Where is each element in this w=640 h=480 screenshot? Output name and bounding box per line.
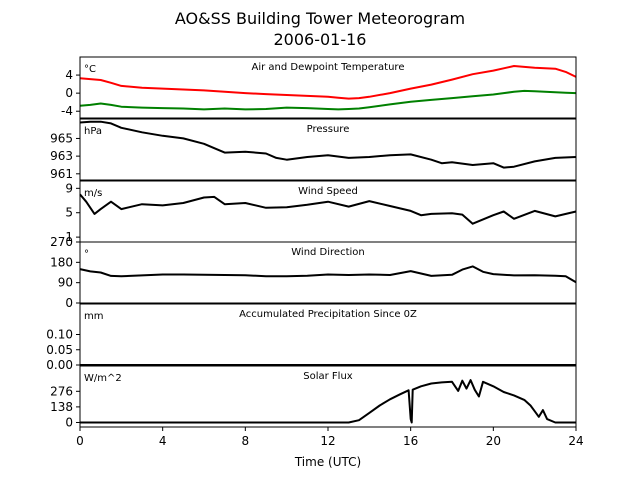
panel-title: Accumulated Precipitation Since 0Z — [239, 309, 417, 320]
x-tick-label: 0 — [76, 434, 84, 448]
panel-title: Pressure — [307, 124, 350, 135]
y-tick-label: 138 — [50, 400, 73, 414]
panel-title: Wind Direction — [291, 247, 365, 258]
series-line-1-1 — [79, 65, 577, 100]
unit-label: mm — [84, 311, 103, 322]
y-tick-label: 0.00 — [46, 358, 73, 372]
y-tick-label: 0.10 — [46, 328, 73, 342]
panel-title: Air and Dewpoint Temperature — [252, 62, 405, 73]
x-tick-label: 24 — [568, 434, 583, 448]
panel-title: Wind Speed — [298, 186, 358, 197]
series-line-1-2 — [79, 89, 577, 111]
x-axis-label: Time (UTC) — [294, 455, 361, 469]
panels: 4 0 -4 °C Air and Dewpoint Temperature 965 963… — [46, 56, 584, 448]
panel-2: 965 963 961 hPa Pressure — [50, 118, 577, 181]
y-tick-label: 965 — [50, 131, 73, 145]
y-tick-label: -4 — [61, 104, 73, 118]
panel-frame — [79, 118, 577, 181]
x-tick-label: 12 — [320, 434, 335, 448]
y-tick-label: 276 — [50, 384, 73, 398]
y-tick-label: 270 — [50, 235, 73, 249]
unit-label: m/s — [84, 188, 102, 199]
figure-subtitle: 2006-01-16 — [274, 30, 367, 49]
x-tick-label: 8 — [242, 434, 250, 448]
series-line-2-1 — [79, 120, 577, 169]
panel-frame — [79, 56, 577, 119]
unit-label: hPa — [84, 126, 102, 137]
y-tick-label: 180 — [50, 255, 73, 269]
y-tick-label: 0 — [65, 86, 73, 100]
panel-frame — [79, 241, 577, 304]
figure-title: AO&SS Building Tower Meteorogram — [175, 9, 465, 28]
panel-4: 270 180 90 0 ° Wind Direction — [50, 235, 577, 310]
y-tick-label: 963 — [50, 149, 73, 163]
panel-1: 4 0 -4 °C Air and Dewpoint Temperature — [61, 56, 577, 119]
unit-label: W/m^2 — [84, 373, 122, 384]
y-tick-label: 90 — [58, 276, 73, 290]
unit-label: ° — [84, 249, 89, 260]
y-tick-label: 4 — [65, 68, 73, 82]
y-tick-label: 0 — [65, 296, 73, 310]
panel-5: 0.100.050.00 mm Accumulated Precipitation … — [46, 303, 577, 372]
y-tick-label: 0.05 — [46, 343, 73, 357]
x-tick-label: 20 — [486, 434, 501, 448]
y-tick-label: 0 — [65, 415, 73, 429]
panel-3: 9 5 1 m/s Wind Speed — [65, 180, 577, 244]
panel-title: Solar Flux — [303, 371, 353, 382]
y-tick-label: 5 — [65, 206, 73, 220]
y-tick-label: 9 — [65, 181, 73, 195]
y-tick-label: 961 — [50, 167, 73, 181]
y-tick-label: 1 — [65, 230, 73, 244]
unit-label: °C — [84, 64, 96, 75]
series-line-6-1 — [80, 379, 576, 424]
series-line-4-1 — [79, 265, 577, 284]
series-line-3-1 — [79, 193, 577, 225]
x-tick-label: 16 — [403, 434, 418, 448]
x-tick-label: 4 — [159, 434, 167, 448]
